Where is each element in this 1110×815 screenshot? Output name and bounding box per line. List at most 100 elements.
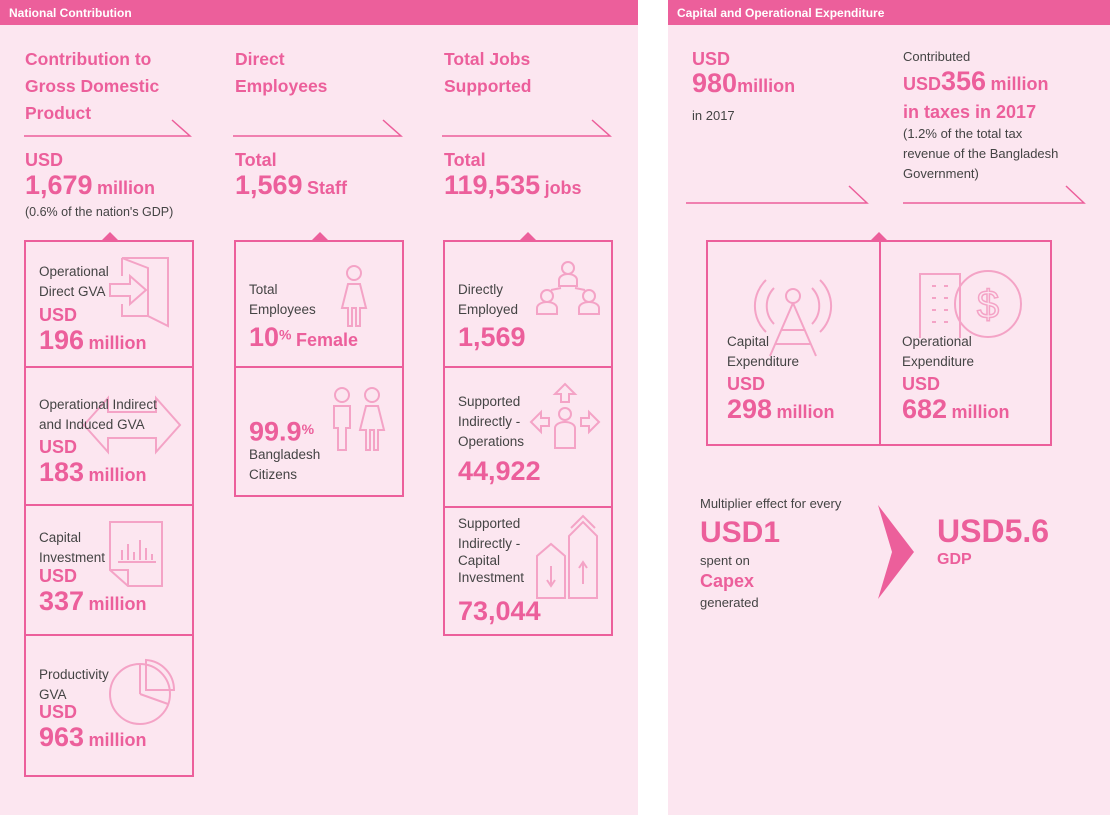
item-label: Productivity — [39, 667, 109, 682]
divider-arrow — [686, 185, 869, 204]
woman-icon — [340, 265, 368, 327]
taxes-value: 356 — [941, 66, 987, 96]
taxes-note: Government) — [903, 166, 979, 181]
expand-person-icon — [529, 382, 601, 449]
gdp-title-line: Gross Domestic — [25, 76, 160, 96]
box-divider — [879, 242, 881, 444]
currency-label: USD — [903, 74, 942, 94]
currency-label: USD — [39, 437, 78, 457]
jobs-title-line: Supported — [444, 76, 532, 96]
item-value: 196 — [39, 325, 85, 355]
jobs-item-capital: Supported Indirectly - Capital Investmen… — [445, 506, 611, 636]
item-label: Expenditure — [727, 354, 800, 369]
currency-label: USD — [39, 305, 78, 325]
unit-label: million — [990, 74, 1049, 94]
item-value: 73,044 — [458, 596, 541, 626]
item-value: 1,569 — [458, 322, 526, 352]
item-label: Operational Indirect — [39, 397, 157, 412]
unit-label: jobs — [544, 178, 582, 198]
unit-label: million — [776, 402, 835, 422]
item-value: 298 — [727, 394, 773, 424]
divider-arrow — [903, 185, 1086, 204]
employees-total: Total 1,569 Staff — [235, 150, 347, 205]
item-label: Operations — [458, 434, 525, 449]
jobs-breakdown-box: Directly Employed 1,569 Supported Indire… — [443, 240, 613, 636]
divider-arrow — [233, 119, 403, 137]
multiplier-intro: Multiplier effect for every — [700, 496, 842, 511]
building-dollar-icon: $ — [919, 270, 1022, 338]
gdp-title: Contribution to Gross Domestic Product — [25, 46, 159, 127]
item-label: Operational — [902, 334, 972, 349]
item-label: Capital — [727, 334, 770, 349]
panel-header: Capital and Operational Expenditure — [668, 0, 1110, 25]
pointer-triangle — [311, 232, 329, 241]
multiplier-generated: generated — [700, 595, 759, 610]
item-label: Employed — [458, 302, 519, 317]
currency-label: USD — [727, 374, 766, 394]
item-label: Citizens — [249, 467, 298, 482]
item-value: 337 — [39, 586, 85, 616]
year-note: in 2017 — [692, 108, 735, 123]
currency-label: USD — [39, 566, 78, 586]
currency-label: USD — [692, 49, 731, 69]
jobs-total: Total 119,535 jobs — [444, 150, 582, 205]
item-value: 682 — [902, 394, 948, 424]
item-value: 99.9 — [249, 416, 302, 447]
tower-icon — [753, 279, 833, 357]
taxes-intro: Contributed — [903, 49, 971, 64]
gdp-value: 1,679 — [25, 170, 93, 200]
pointer-triangle — [870, 232, 888, 241]
panel-header: National Contribution — [0, 0, 638, 25]
multiplier-effect: Multiplier effect for every USD1 spent o… — [700, 495, 841, 613]
item-label: and Induced GVA — [39, 417, 145, 432]
chevron-right-icon — [878, 505, 914, 599]
gdp-breakdown-box: Operational Direct GVA USD 196 million O… — [24, 240, 194, 777]
jobs-title-line: Total Jobs — [444, 49, 531, 69]
expenditure-box: Capital Expenditure USD 298 million $ Op… — [706, 240, 1052, 446]
percent-sign: % — [301, 421, 315, 437]
unit-label: million — [88, 333, 147, 353]
item-label: GVA — [39, 687, 67, 702]
unit-label: million — [737, 76, 796, 96]
pointer-triangle — [101, 232, 119, 241]
gdp-item-capital: Capital Investment USD 337 million — [26, 504, 192, 636]
team-icon — [536, 261, 600, 315]
taxes-note: revenue of the Bangladesh — [903, 146, 1059, 161]
gdp-item-direct: Operational Direct GVA USD 196 million — [26, 242, 192, 366]
total-label: Total — [235, 150, 277, 170]
jobs-item-operations: Supported Indirectly - Operations 44,922 — [445, 366, 611, 508]
multiplier-result: USD5.6 GDP — [937, 512, 1049, 570]
item-label: Expenditure — [902, 354, 975, 369]
capex-total-value: 980 — [692, 68, 738, 98]
item-label: Total — [249, 282, 278, 297]
unit-label: million — [97, 178, 156, 198]
total-label: Total — [444, 150, 486, 170]
item-label: Indirectly - — [458, 414, 521, 429]
gdp-item-indirect: Operational Indirect and Induced GVA USD… — [26, 366, 192, 506]
unit-label: Female — [295, 330, 358, 350]
unit-label: million — [88, 594, 147, 614]
jobs-item-direct: Directly Employed 1,569 — [445, 242, 611, 366]
unit-label: Staff — [307, 178, 348, 198]
unit-label: million — [88, 730, 147, 750]
divider-arrow — [24, 119, 192, 137]
employees-item-female: Total Employees 10% Female — [236, 242, 402, 366]
employees-item-citizens: 99.9% Bangladesh Citizens — [236, 366, 402, 497]
result-value: USD5.6 — [937, 513, 1050, 549]
item-label: Employees — [249, 302, 316, 317]
employees-value: 1,569 — [235, 170, 303, 200]
taxes-year-line: in taxes in 2017 — [903, 102, 1037, 122]
svg-text:$: $ — [977, 283, 999, 327]
item-value: 183 — [39, 457, 85, 487]
buildings-arrows-icon — [536, 514, 598, 599]
exit-door-icon — [109, 257, 169, 328]
employees-title: Direct Employees — [235, 46, 327, 100]
item-value: 963 — [39, 722, 85, 752]
double-arrow-icon — [82, 395, 182, 455]
jobs-value: 119,535 — [444, 170, 541, 200]
jobs-title: Total Jobs Supported — [444, 46, 532, 100]
gdp-title-line: Product — [25, 103, 92, 123]
taxes-contribution: Contributed USD356 million in taxes in 2… — [903, 48, 1058, 184]
unit-label: million — [951, 402, 1010, 422]
item-label: Capital — [458, 553, 501, 568]
